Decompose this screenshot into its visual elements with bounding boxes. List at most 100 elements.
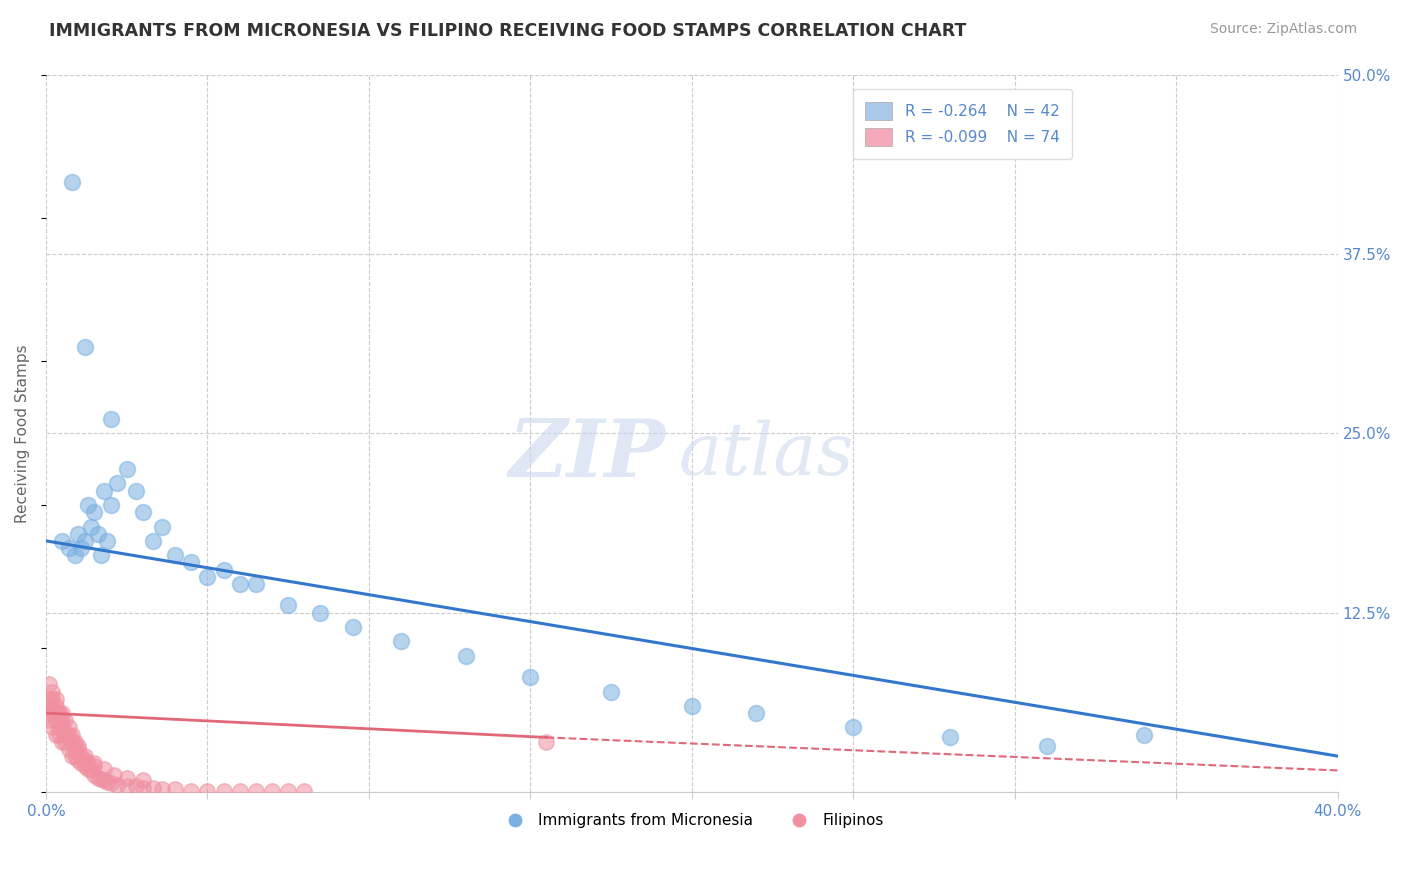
Point: [260, 783, 283, 797]
Point: [212, 783, 235, 797]
Point: [519, 670, 541, 684]
Point: [48, 706, 70, 720]
Point: [132, 773, 155, 788]
Point: [51, 713, 73, 727]
Point: [105, 476, 128, 491]
Point: [38, 698, 60, 713]
Point: [125, 779, 148, 793]
Point: [63, 735, 86, 749]
Point: [141, 780, 163, 795]
Point: [90, 772, 112, 786]
Point: [77, 756, 100, 771]
Point: [86, 526, 108, 541]
Point: [681, 698, 703, 713]
Point: [228, 783, 250, 797]
Point: [939, 731, 962, 745]
Point: [60, 175, 83, 189]
Point: [115, 462, 138, 476]
Point: [93, 762, 115, 776]
Point: [41, 698, 63, 713]
Point: [454, 648, 477, 663]
Point: [105, 778, 128, 792]
Point: [48, 728, 70, 742]
Point: [150, 782, 173, 797]
Point: [100, 776, 122, 790]
Text: Source: ZipAtlas.com: Source: ZipAtlas.com: [1209, 22, 1357, 37]
Point: [277, 599, 299, 613]
Point: [73, 340, 96, 354]
Point: [38, 677, 60, 691]
Point: [150, 519, 173, 533]
Point: [165, 548, 187, 562]
Point: [842, 720, 865, 734]
Point: [292, 783, 315, 797]
Point: [115, 771, 138, 785]
Point: [53, 735, 76, 749]
Point: [48, 706, 70, 720]
Point: [86, 771, 108, 785]
Point: [38, 713, 60, 727]
Point: [132, 505, 155, 519]
Point: [53, 713, 76, 727]
Point: [228, 577, 250, 591]
Point: [60, 735, 83, 749]
Point: [141, 533, 163, 548]
Point: [132, 780, 155, 795]
Point: [51, 735, 73, 749]
Point: [745, 706, 768, 720]
Point: [41, 720, 63, 734]
Point: [83, 756, 105, 771]
Point: [600, 684, 623, 698]
Point: [93, 483, 115, 498]
Point: [70, 541, 93, 555]
Point: [103, 768, 125, 782]
Point: [165, 782, 187, 797]
Point: [83, 759, 105, 773]
Point: [58, 728, 80, 742]
Point: [51, 720, 73, 734]
Point: [93, 773, 115, 788]
Point: [73, 749, 96, 764]
Point: [73, 753, 96, 767]
Point: [245, 783, 267, 797]
Point: [41, 684, 63, 698]
Point: [83, 505, 105, 519]
Point: [58, 720, 80, 734]
Point: [77, 498, 100, 512]
Point: [67, 742, 90, 756]
Text: atlas: atlas: [679, 419, 855, 490]
Point: [197, 783, 219, 797]
Point: [67, 526, 90, 541]
Point: [70, 756, 93, 771]
Point: [389, 634, 412, 648]
Point: [53, 728, 76, 742]
Point: [100, 498, 122, 512]
Point: [67, 739, 90, 753]
Point: [63, 749, 86, 764]
Legend: Immigrants from Micronesia, Filipinos: Immigrants from Micronesia, Filipinos: [494, 807, 890, 835]
Point: [536, 735, 558, 749]
Point: [45, 728, 67, 742]
Point: [58, 541, 80, 555]
Point: [60, 728, 83, 742]
Point: [70, 749, 93, 764]
Point: [67, 753, 90, 767]
Point: [125, 483, 148, 498]
Point: [309, 606, 332, 620]
Point: [90, 548, 112, 562]
Point: [45, 713, 67, 727]
Point: [45, 691, 67, 706]
Point: [45, 706, 67, 720]
Point: [38, 691, 60, 706]
Point: [77, 762, 100, 776]
Text: IMMIGRANTS FROM MICRONESIA VS FILIPINO RECEIVING FOOD STAMPS CORRELATION CHART: IMMIGRANTS FROM MICRONESIA VS FILIPINO R…: [49, 22, 966, 40]
Point: [100, 412, 122, 426]
Point: [212, 563, 235, 577]
Point: [63, 742, 86, 756]
Point: [1133, 728, 1156, 742]
Point: [45, 698, 67, 713]
Point: [115, 779, 138, 793]
Point: [96, 533, 118, 548]
Point: [41, 691, 63, 706]
Point: [342, 620, 364, 634]
